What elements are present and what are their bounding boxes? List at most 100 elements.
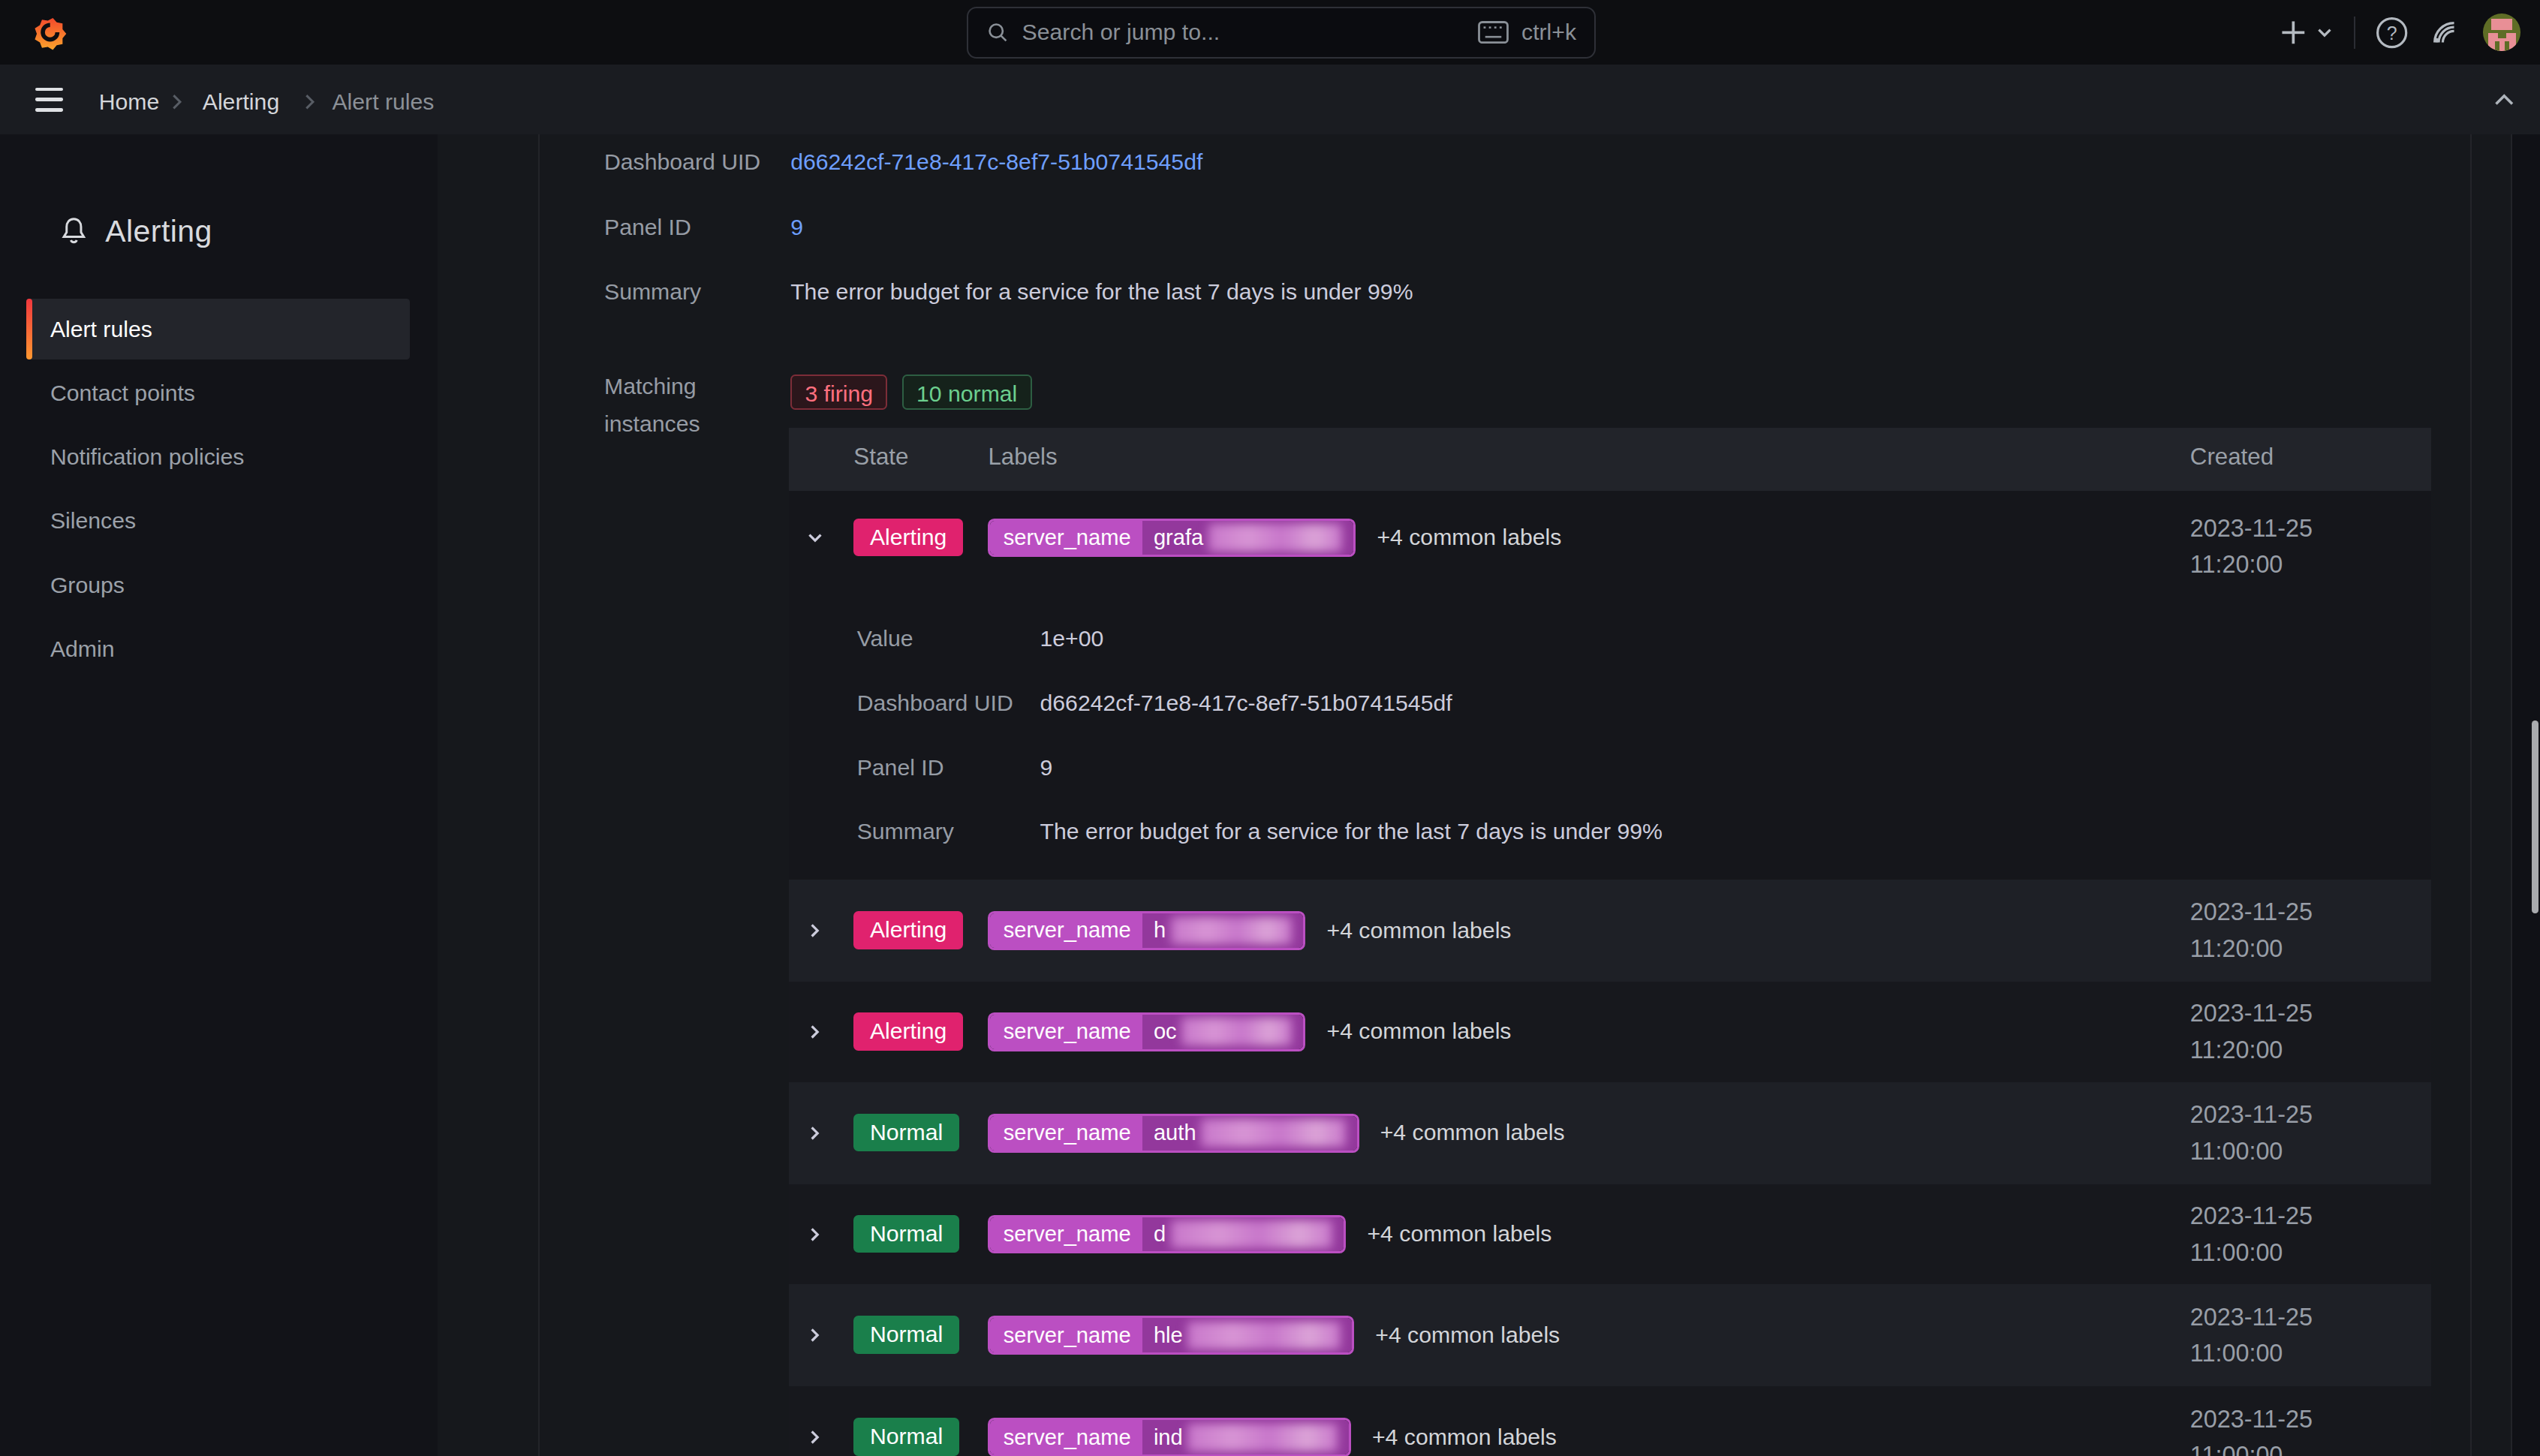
- user-avatar[interactable]: [2483, 14, 2520, 51]
- expanded-detail-label: Summary: [857, 815, 954, 847]
- state-badge: Normal: [853, 1215, 959, 1253]
- sidebar-item-groups[interactable]: Groups: [26, 555, 410, 615]
- created-time: 11:20:00: [2190, 546, 2313, 583]
- expanded-detail-link[interactable]: 9: [1040, 751, 1053, 784]
- search-input[interactable]: Search or jump to... ctrl+k: [967, 7, 1595, 59]
- created-date: 2023-11-25: [2190, 894, 2313, 931]
- label-value-text: hle: [1154, 1323, 1183, 1348]
- expanded-detail-value: The error budget for a service for the l…: [1040, 815, 1663, 847]
- instance-row: Normalserver_namehle+4 common labels2023…: [789, 1284, 2431, 1386]
- redacted-blur: [1187, 1424, 1338, 1451]
- table-header: State Labels Created: [789, 428, 2431, 491]
- label-pill: server_named: [988, 1215, 1346, 1254]
- created-time: 11:20:00: [2190, 1032, 2313, 1069]
- expanded-detail-link[interactable]: d66242cf-71e8-417c-8ef7-51b0741545df: [1040, 687, 1452, 719]
- sidebar-item-notification-policies[interactable]: Notification policies: [26, 427, 410, 488]
- redacted-blur: [1171, 1220, 1333, 1248]
- sidebar-item-admin[interactable]: Admin: [26, 618, 410, 679]
- matching-badges: 3 firing10 normal: [790, 375, 1031, 410]
- bell-icon: [60, 217, 88, 246]
- label-key: server_name: [990, 1318, 1142, 1352]
- label-key: server_name: [990, 521, 1142, 555]
- created-time: 11:00:00: [2190, 1235, 2313, 1271]
- sidebar-item-label: Groups: [50, 573, 125, 598]
- created-time: 11:00:00: [2190, 1133, 2313, 1170]
- common-labels-text: +4 common labels: [1380, 1120, 1565, 1145]
- pane-divider: [2470, 134, 2472, 1456]
- redacted-blur: [1181, 1018, 1292, 1045]
- common-labels-text: +4 common labels: [1377, 525, 1561, 550]
- breadcrumb-bar: Home Alerting Alert rules: [0, 65, 2540, 134]
- detail-label: Panel ID: [604, 211, 691, 243]
- label-key: server_name: [990, 913, 1142, 948]
- detail-value: The error budget for a service for the l…: [790, 275, 1413, 308]
- breadcrumb-home[interactable]: Home: [99, 89, 160, 115]
- grafana-logo-icon[interactable]: [32, 13, 68, 52]
- col-labels: Labels: [988, 444, 1057, 471]
- created-cell: 2023-11-2511:20:00: [2190, 995, 2313, 1068]
- sidebar-item-silences[interactable]: Silences: [26, 491, 410, 552]
- menu-toggle-button[interactable]: [35, 88, 63, 112]
- expand-row-icon[interactable]: [805, 921, 825, 940]
- label-value: hle: [1142, 1318, 1352, 1352]
- rss-icon: [2428, 17, 2460, 49]
- label-key: server_name: [990, 1116, 1142, 1151]
- plus-icon: [2280, 19, 2307, 47]
- detail-value-link[interactable]: d66242cf-71e8-417c-8ef7-51b0741545df: [790, 146, 1202, 178]
- common-labels-text: +4 common labels: [1367, 1221, 1551, 1247]
- created-date: 2023-11-25: [2190, 510, 2313, 547]
- state-badge: Alerting: [853, 519, 963, 557]
- label-key: server_name: [990, 1015, 1142, 1049]
- label-value: h: [1142, 913, 1304, 948]
- sidebar-item-alert-rules[interactable]: Alert rules: [26, 299, 410, 359]
- common-labels-text: +4 common labels: [1372, 1424, 1557, 1450]
- sidebar-section-title: Alerting: [60, 214, 212, 249]
- news-button[interactable]: [2428, 0, 2460, 65]
- expand-row-icon[interactable]: [805, 1325, 825, 1345]
- collapse-row-icon[interactable]: [805, 528, 825, 548]
- redacted-blur: [1208, 524, 1343, 552]
- state-badge: Alerting: [853, 911, 963, 949]
- state-badge: Alerting: [853, 1012, 963, 1051]
- expanded-detail-label: Value: [857, 622, 913, 654]
- expand-row-icon[interactable]: [805, 1022, 825, 1042]
- created-cell: 2023-11-2511:00:00: [2190, 1299, 2313, 1372]
- created-time: 11:00:00: [2190, 1437, 2313, 1456]
- instance-row: Alerting server_namegrafa +4 common labels…: [789, 491, 2431, 880]
- redacted-blur: [1201, 1119, 1346, 1147]
- sidebar-item-label: Admin: [50, 636, 115, 662]
- created-date: 2023-11-25: [2190, 1299, 2313, 1336]
- expand-row-icon[interactable]: [805, 1124, 825, 1143]
- expand-row-icon[interactable]: [805, 1427, 825, 1447]
- help-button[interactable]: ?: [2375, 0, 2409, 65]
- expand-row-icon[interactable]: [805, 1225, 825, 1244]
- label-pill: server_name auth: [988, 1114, 1359, 1153]
- sidebar-item-contact-points[interactable]: Contact points: [26, 362, 410, 423]
- chevron-up-icon[interactable]: [2491, 88, 2517, 114]
- search-placeholder: Search or jump to...: [1022, 20, 1220, 45]
- expanded-detail-label: Panel ID: [857, 751, 944, 784]
- instance-row: Normalserver_nameauth+4 common labels202…: [789, 1082, 2431, 1184]
- label-value-text: auth: [1154, 1121, 1196, 1145]
- breadcrumb-alerting[interactable]: Alerting: [203, 89, 279, 115]
- instance-row: Alerting server_nameh +4 common labels 2023…: [789, 880, 2431, 982]
- breadcrumb-alert-rules: Alert rules: [332, 89, 434, 115]
- detail-value-link[interactable]: 9: [790, 211, 803, 243]
- expanded-detail-label: Dashboard UID: [857, 687, 1013, 719]
- svg-text:?: ?: [2387, 22, 2397, 43]
- created-date: 2023-11-25: [2190, 1097, 2313, 1133]
- label-value-text: ind: [1154, 1425, 1183, 1450]
- new-menu-button[interactable]: [2280, 0, 2334, 65]
- instance-row: Alertingserver_nameoc+4 common labels202…: [789, 982, 2431, 1082]
- chevron-down-icon: [2315, 23, 2334, 42]
- label-pill: server_namegrafa: [988, 519, 1356, 558]
- expanded-detail-value: 1e+00: [1040, 622, 1104, 654]
- created-time: 11:20:00: [2190, 931, 2313, 967]
- scrollbar-thumb[interactable]: [2532, 720, 2538, 913]
- instance-row: Normalserver_named+4 common labels2023-1…: [789, 1184, 2431, 1285]
- created-time: 11:00:00: [2190, 1335, 2313, 1372]
- created-cell: 2023-11-2511:00:00: [2190, 1401, 2313, 1456]
- redacted-blur: [1171, 917, 1293, 945]
- common-labels-text: +4 common labels: [1327, 918, 1512, 943]
- common-labels-text: +4 common labels: [1327, 1018, 1512, 1044]
